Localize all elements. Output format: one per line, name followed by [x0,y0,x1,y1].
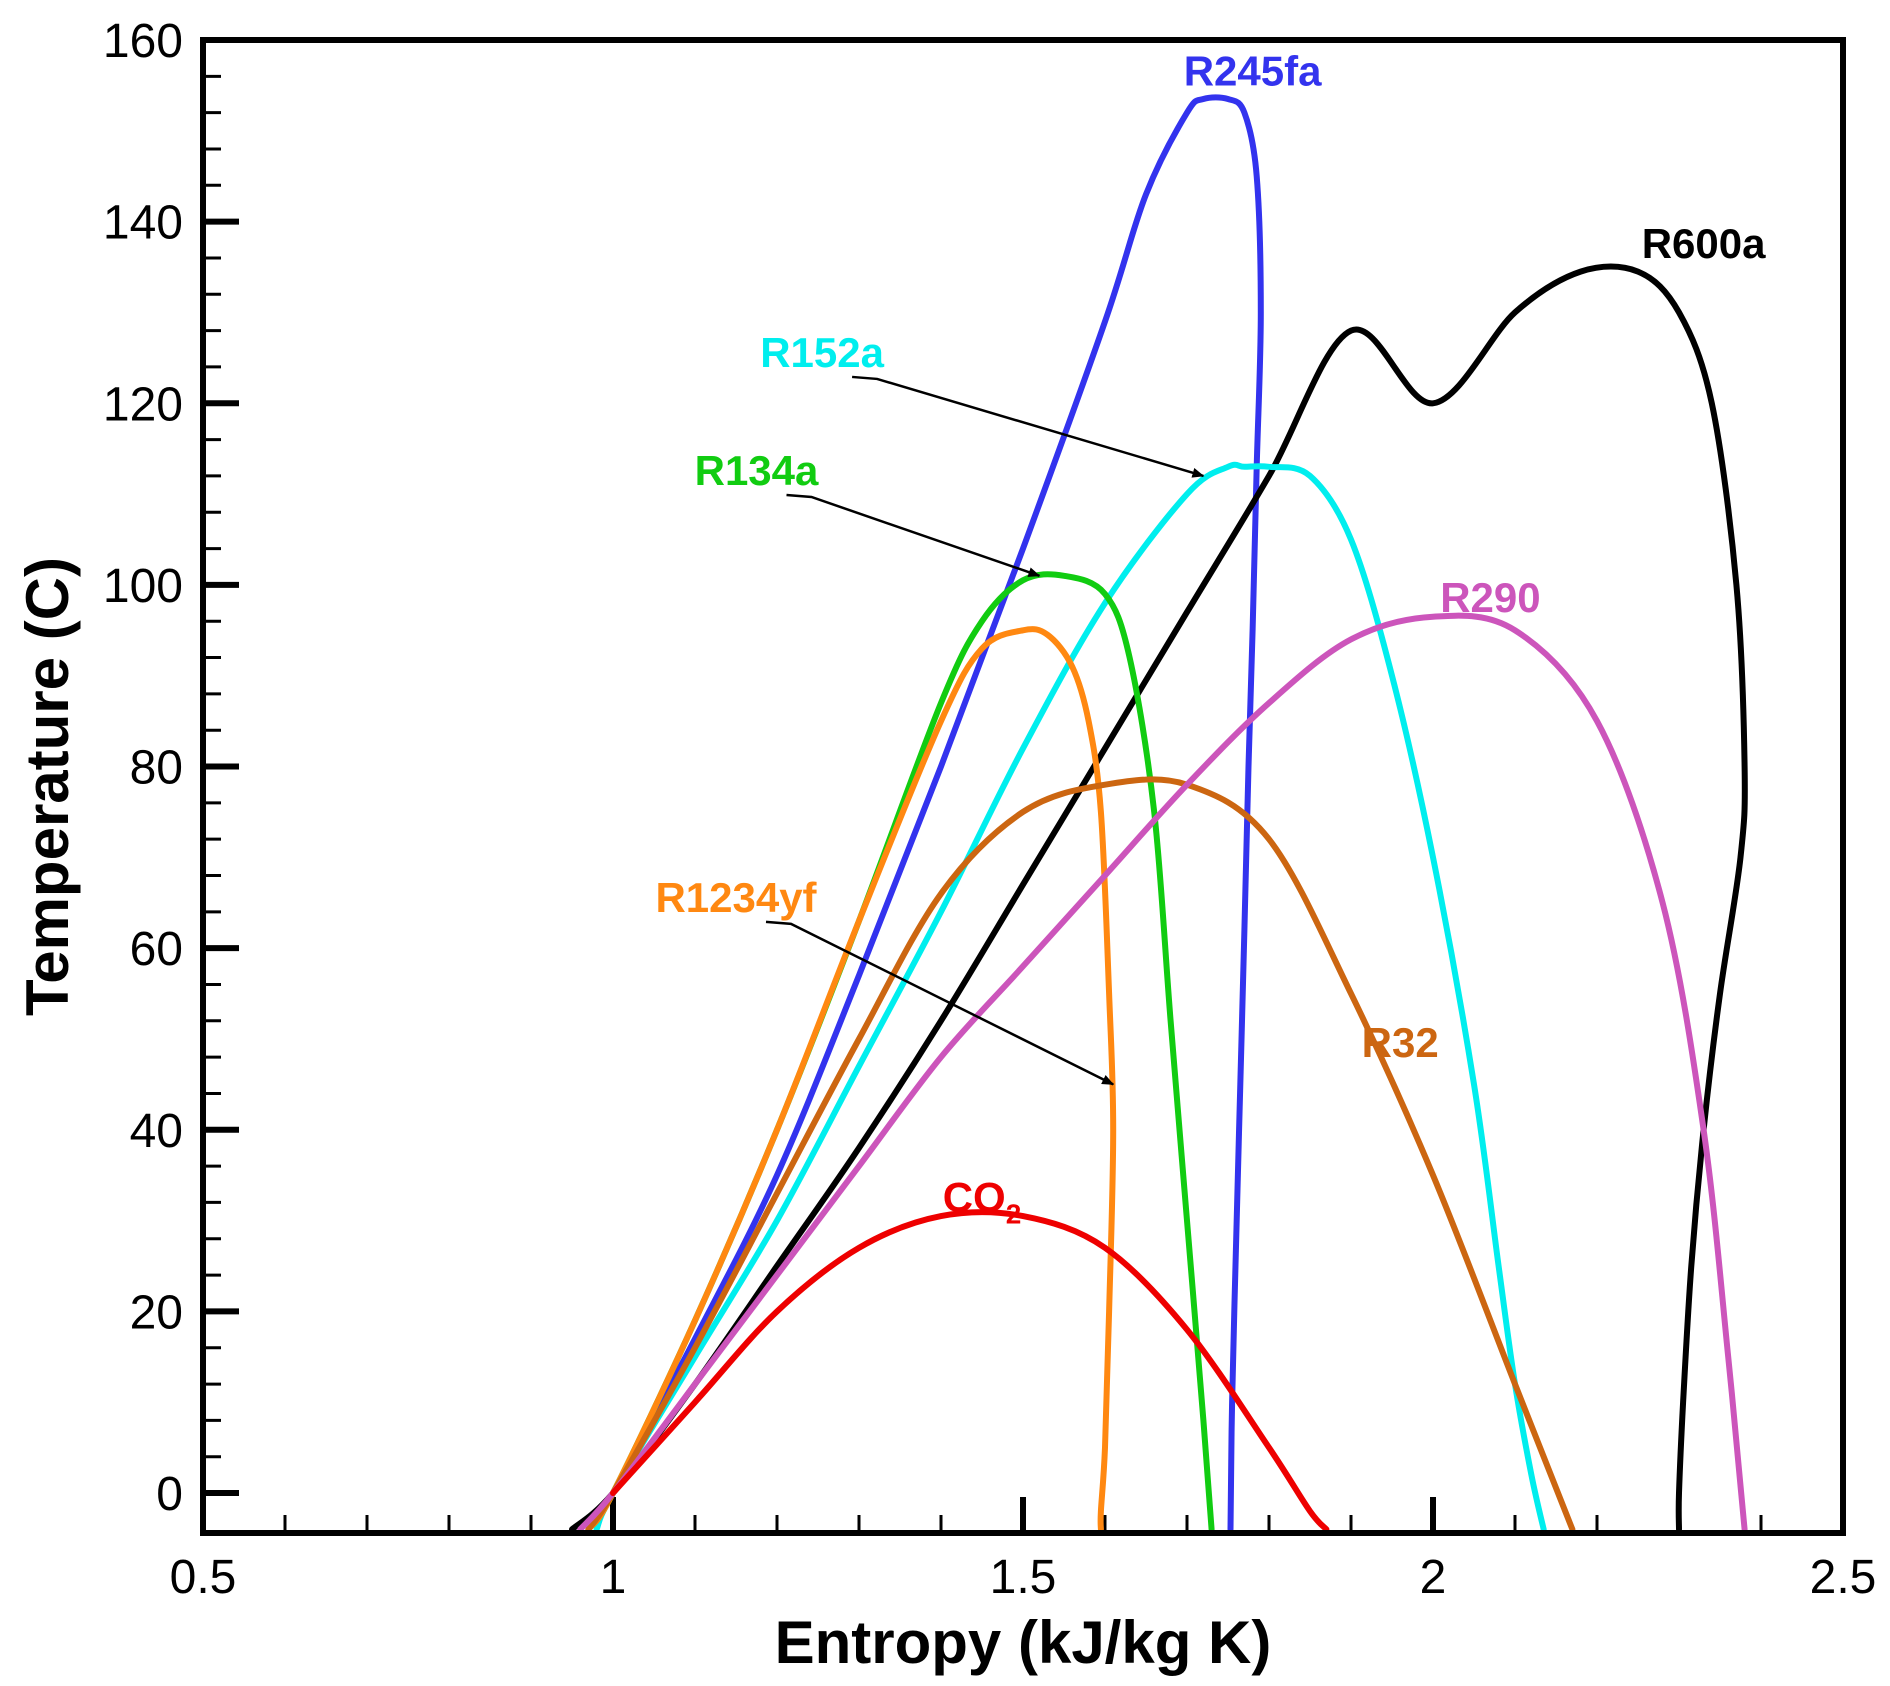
y-tick-label: 40 [130,1105,183,1158]
annotation-arrows [765,375,1205,1086]
minor-ticks [201,38,1845,1533]
series-label-r152a: R152a [760,329,884,376]
series-line-r32 [585,776,1576,1533]
y-tick-label: 120 [103,378,183,431]
x-tick-label: 1.5 [990,1551,1057,1604]
y-tick-label: 80 [130,742,183,795]
series-label-r245fa: R245fa [1184,47,1322,94]
series-line-co2 [610,1209,1330,1533]
y-axis-title: Temperature (C) [14,557,81,1016]
x-tick-label: 0.5 [170,1551,237,1604]
series-line-r290 [577,612,1748,1533]
series-lines [569,94,1748,1533]
annotation-arrow-r152a [852,375,1205,478]
series-line-r245fa [610,94,1264,1533]
annotation-labels: R245fa R600a R152a R134a R290 R32 R1234yf CO2 [655,47,1766,1229]
series-line-r134a [585,571,1215,1533]
series-label-co2: CO2 [943,1174,1022,1230]
plot-frame [200,37,1846,1536]
y-tick-label: 20 [130,1286,183,1339]
x-tick-label: 2 [1420,1551,1447,1604]
x-axis-title: Entropy (kJ/kg K) [775,1609,1272,1676]
series-label-r1234yf: R1234yf [655,874,817,921]
series-label-r600a: R600a [1642,220,1766,267]
y-tick-label: 60 [130,923,183,976]
series-line-r600a [569,263,1748,1533]
y-tick-label: 140 [103,197,183,250]
x-tick-label: 2.5 [1810,1551,1877,1604]
x-tick-label: 1 [600,1551,627,1604]
series-label-r134a: R134a [695,447,819,494]
series-line-r152a [593,461,1547,1533]
series-label-r290: R290 [1440,574,1540,621]
tick-labels: 0.5 1 1.5 2 2.5 0 20 40 60 80 100 120 140 160 [103,15,1876,1604]
major-ticks [200,37,1846,1533]
annotation-arrow-r134a [786,493,1041,577]
annotation-arrow-r1234yf [765,920,1115,1086]
y-tick-label: 0 [156,1468,183,1521]
series-line-r1234yf [585,626,1117,1533]
y-tick-label: 160 [103,15,183,68]
y-tick-label: 100 [103,560,183,613]
series-label-r32: R32 [1362,1019,1439,1066]
